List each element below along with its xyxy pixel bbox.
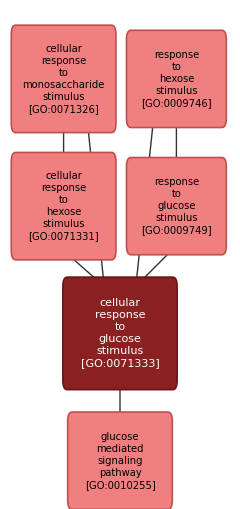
FancyBboxPatch shape — [63, 277, 177, 390]
FancyBboxPatch shape — [126, 158, 226, 255]
FancyBboxPatch shape — [126, 31, 226, 128]
Text: cellular
response
to
monosaccharide
stimulus
[GO:0071326]: cellular response to monosaccharide stim… — [22, 44, 105, 114]
Text: response
to
glucose
stimulus
[GO:0009749]: response to glucose stimulus [GO:0009749… — [141, 177, 212, 235]
Text: response
to
hexose
stimulus
[GO:0009746]: response to hexose stimulus [GO:0009746] — [141, 50, 212, 108]
FancyBboxPatch shape — [11, 153, 116, 260]
Text: glucose
mediated
signaling
pathway
[GO:0010255]: glucose mediated signaling pathway [GO:0… — [85, 432, 155, 490]
FancyBboxPatch shape — [68, 412, 172, 509]
Text: cellular
response
to
glucose
stimulus
[GO:0071333]: cellular response to glucose stimulus [G… — [81, 298, 159, 369]
Text: cellular
response
to
hexose
stimulus
[GO:0071331]: cellular response to hexose stimulus [GO… — [28, 171, 99, 241]
FancyBboxPatch shape — [11, 25, 116, 133]
